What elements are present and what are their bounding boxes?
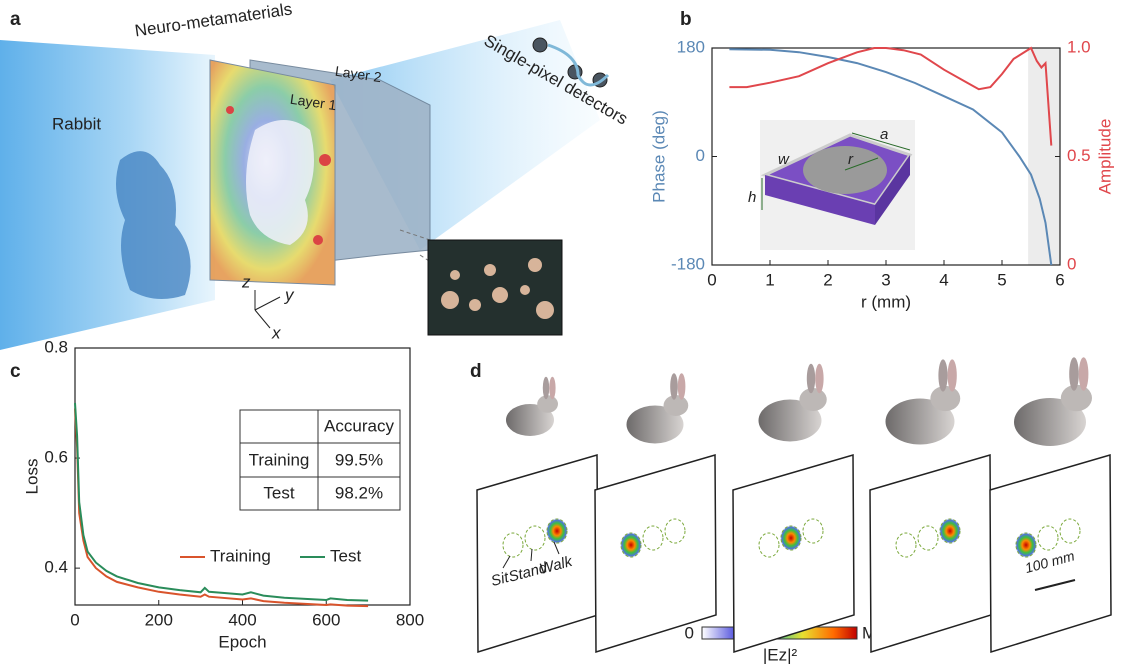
- rabbit-image: [759, 364, 827, 442]
- rabbit-image: [886, 359, 961, 444]
- rabbit-ear: [1079, 357, 1089, 391]
- x-tick-label: 800: [396, 610, 424, 629]
- y-tick-label: 0.8: [44, 337, 68, 356]
- x-tick-label: 1: [765, 270, 774, 289]
- frame: [477, 455, 598, 652]
- x-axis-label: r (mm): [861, 292, 911, 311]
- rabbit-head: [799, 388, 826, 411]
- figure: a Neuro-metamaterials Layer 1 Layer 2 Si…: [0, 0, 1122, 664]
- axis-name: z: [241, 272, 251, 291]
- x-tick-label: 0: [70, 610, 79, 629]
- y-tick-label: 0.4: [44, 558, 68, 577]
- colorbar-title: |Ez|²: [763, 645, 798, 664]
- field-hotspot: [546, 518, 568, 544]
- rabbit-head: [537, 395, 558, 413]
- field-frame: [870, 455, 991, 652]
- rabbit-head: [664, 395, 689, 416]
- rabbit-ear: [549, 377, 555, 399]
- field-hotspot: [939, 518, 961, 544]
- field-hotspot: [1015, 532, 1037, 558]
- x-axis-label: Epoch: [218, 632, 266, 651]
- unit-cell-inset: [760, 120, 915, 250]
- axis-name: x: [271, 323, 281, 342]
- rabbit-image: [506, 377, 558, 436]
- y2-axis-label: Amplitude: [1095, 119, 1114, 195]
- table-cell: 98.2%: [335, 483, 383, 502]
- inset-label: w: [778, 151, 790, 168]
- label: Rabbit: [52, 114, 101, 133]
- field-frame: [595, 455, 716, 652]
- rabbit-ear: [543, 377, 549, 399]
- rabbit-head: [1061, 385, 1092, 411]
- legend-label: Training: [210, 546, 271, 565]
- y2-tick-label: 0: [1067, 254, 1076, 273]
- legend-label: Test: [330, 546, 361, 565]
- x-tick-label: 400: [228, 610, 256, 629]
- panel-label: d: [470, 361, 482, 382]
- frame: [595, 455, 716, 652]
- rabbit-head: [930, 386, 960, 411]
- panel-a-illustration: [0, 20, 608, 350]
- inset-label: a: [880, 126, 888, 143]
- rabbit-ear: [807, 364, 815, 393]
- y2-tick-label: 0.5: [1067, 146, 1091, 165]
- y-tick-label: 0.6: [44, 448, 68, 467]
- y-tick-label: 0: [696, 146, 705, 165]
- field-hotspot: [780, 525, 802, 551]
- table-cell: Training: [249, 450, 310, 469]
- x-tick-label: 3: [881, 270, 890, 289]
- x-tick-label: 5: [997, 270, 1006, 289]
- x-tick-label: 0: [707, 270, 716, 289]
- frame: [870, 455, 991, 652]
- y-axis-label: Phase (deg): [649, 110, 668, 203]
- x-tick-label: 4: [939, 270, 948, 289]
- field-hotspot: [620, 532, 642, 558]
- table-header: Accuracy: [324, 416, 394, 435]
- rabbit-ear: [938, 359, 947, 391]
- frame: [733, 455, 854, 652]
- rabbit-image: [627, 373, 689, 443]
- panel-label: a: [10, 9, 21, 30]
- inset-label: h: [748, 189, 756, 206]
- x-tick-label: 6: [1055, 270, 1064, 289]
- table-cell: Test: [263, 483, 294, 502]
- rabbit-ear: [1069, 357, 1079, 391]
- field-frame: [477, 455, 598, 652]
- rabbit-ear: [815, 364, 823, 393]
- y-tick-label: 180: [677, 37, 705, 56]
- panel-label: c: [10, 361, 21, 382]
- y-tick-label: -180: [671, 254, 705, 273]
- x-tick-label: 600: [312, 610, 340, 629]
- rabbit-ear: [678, 373, 686, 400]
- table-cell: 99.5%: [335, 450, 383, 469]
- rabbit-image: [1014, 357, 1092, 446]
- field-frame: [733, 455, 854, 652]
- colorbar-label: 0: [685, 623, 694, 642]
- x-tick-label: 2: [823, 270, 832, 289]
- x-tick-label: 200: [145, 610, 173, 629]
- axis-name: y: [284, 285, 295, 304]
- panel-label: b: [680, 9, 692, 30]
- y2-tick-label: 1.0: [1067, 37, 1091, 56]
- y-axis-label: Loss: [22, 459, 41, 495]
- rabbit-ear: [948, 359, 957, 391]
- label: Neuro-metamaterials: [134, 0, 294, 40]
- rabbit-ear: [670, 373, 678, 400]
